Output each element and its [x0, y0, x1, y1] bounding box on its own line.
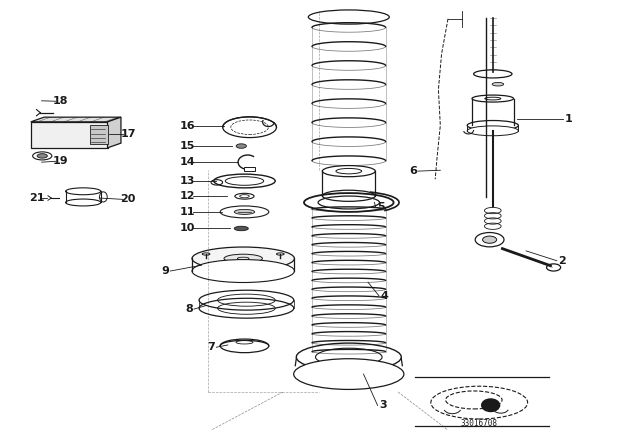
- Ellipse shape: [65, 199, 101, 206]
- Text: 8: 8: [185, 304, 193, 314]
- Text: 16: 16: [180, 121, 195, 131]
- Ellipse shape: [33, 152, 52, 160]
- Ellipse shape: [235, 193, 254, 199]
- Text: 14: 14: [180, 157, 195, 167]
- Text: 5: 5: [377, 202, 385, 212]
- Ellipse shape: [296, 343, 401, 371]
- Text: 12: 12: [180, 191, 195, 201]
- Bar: [244, 167, 255, 171]
- Ellipse shape: [223, 117, 276, 138]
- Text: 33016708: 33016708: [461, 419, 498, 428]
- Ellipse shape: [467, 126, 518, 136]
- Ellipse shape: [492, 82, 504, 86]
- Ellipse shape: [294, 359, 404, 389]
- Ellipse shape: [308, 10, 389, 24]
- Text: 9: 9: [161, 266, 169, 276]
- Ellipse shape: [220, 206, 269, 218]
- Text: 10: 10: [180, 224, 195, 233]
- Ellipse shape: [224, 254, 262, 263]
- Ellipse shape: [202, 253, 210, 255]
- Ellipse shape: [276, 253, 284, 255]
- Ellipse shape: [220, 339, 269, 353]
- Ellipse shape: [467, 121, 518, 130]
- Text: 1: 1: [564, 114, 572, 124]
- Ellipse shape: [234, 226, 248, 231]
- Circle shape: [482, 399, 500, 412]
- Text: 21: 21: [29, 193, 45, 203]
- Bar: [90, 125, 108, 144]
- Polygon shape: [31, 122, 108, 148]
- Ellipse shape: [547, 264, 561, 271]
- Text: 2: 2: [558, 256, 566, 266]
- Text: 3: 3: [379, 401, 387, 410]
- Ellipse shape: [323, 190, 375, 201]
- Text: 6: 6: [409, 166, 417, 176]
- Ellipse shape: [192, 259, 294, 283]
- Ellipse shape: [199, 298, 294, 318]
- Text: 18: 18: [53, 96, 68, 106]
- Ellipse shape: [476, 233, 504, 247]
- Ellipse shape: [472, 122, 514, 129]
- Text: 15: 15: [180, 141, 195, 151]
- Text: 7: 7: [207, 342, 215, 352]
- Polygon shape: [108, 117, 121, 148]
- Ellipse shape: [474, 70, 512, 78]
- Text: 19: 19: [53, 156, 68, 166]
- Text: 20: 20: [120, 194, 136, 204]
- Ellipse shape: [234, 209, 255, 215]
- Ellipse shape: [236, 144, 246, 148]
- Text: 11: 11: [180, 207, 195, 217]
- Text: 4: 4: [380, 291, 388, 301]
- Text: 17: 17: [120, 129, 136, 139]
- Ellipse shape: [483, 236, 497, 243]
- Ellipse shape: [99, 192, 108, 202]
- Text: 13: 13: [180, 176, 195, 186]
- Polygon shape: [31, 117, 121, 122]
- Ellipse shape: [37, 154, 47, 158]
- Ellipse shape: [218, 302, 275, 314]
- Ellipse shape: [192, 247, 294, 270]
